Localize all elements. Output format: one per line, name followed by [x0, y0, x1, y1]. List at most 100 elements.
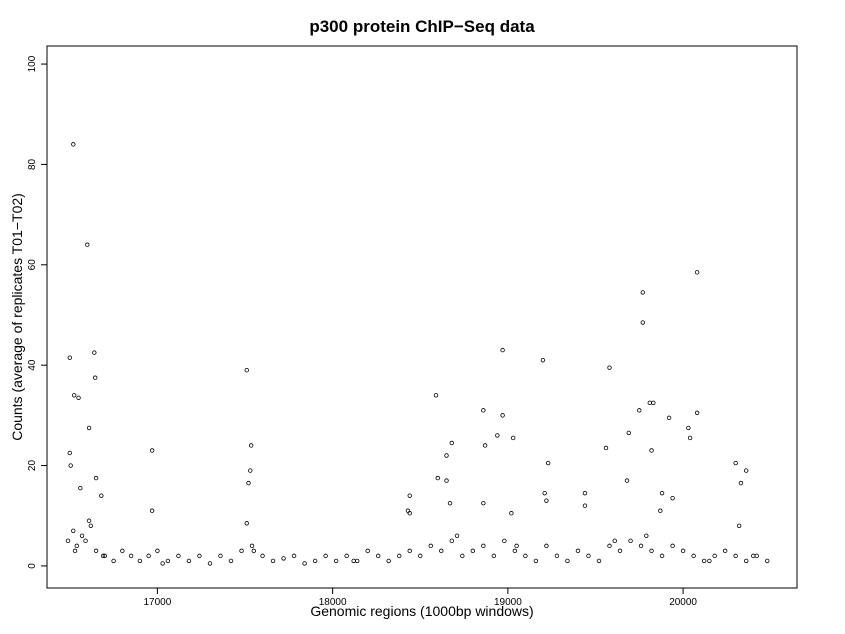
point [249, 543, 255, 549]
point [228, 558, 234, 564]
point [470, 548, 476, 554]
point [79, 533, 85, 539]
point [514, 543, 519, 549]
point [545, 460, 551, 466]
point [582, 490, 588, 496]
point [565, 558, 570, 564]
point [88, 523, 94, 528]
point [637, 408, 642, 413]
point [312, 558, 318, 564]
point [582, 503, 588, 508]
point [149, 448, 155, 453]
point [454, 533, 460, 539]
point [449, 440, 454, 446]
x-axis-label: Genomic regions (1000bp windows) [310, 603, 533, 619]
point [435, 475, 440, 481]
point [433, 393, 439, 398]
point [111, 558, 116, 564]
point [239, 548, 244, 554]
point [344, 553, 349, 559]
point [244, 367, 249, 373]
point [659, 490, 665, 496]
point [586, 553, 591, 559]
point [218, 553, 223, 559]
point [93, 475, 99, 481]
point [612, 538, 617, 544]
point [71, 528, 76, 533]
point [554, 553, 560, 559]
point [85, 242, 90, 247]
point [500, 347, 505, 353]
point [68, 463, 73, 468]
y-axis-label: Counts (average of replicates T01−T02) [9, 193, 25, 441]
point [186, 558, 192, 564]
point [500, 413, 505, 418]
point [481, 500, 486, 506]
point [533, 558, 539, 564]
point [246, 480, 251, 486]
point [523, 553, 528, 559]
point [65, 538, 71, 544]
point [691, 553, 696, 559]
point [626, 430, 631, 436]
point [72, 548, 78, 554]
point [694, 410, 700, 416]
y-tick-label: 20 [27, 460, 38, 472]
point [707, 558, 712, 564]
point [397, 553, 402, 559]
point [100, 553, 106, 559]
point [248, 468, 253, 473]
point [207, 561, 213, 566]
point [649, 548, 654, 554]
point [647, 400, 653, 406]
point [260, 553, 265, 559]
point [544, 498, 549, 503]
point [99, 493, 104, 498]
point [687, 435, 693, 441]
point [160, 561, 165, 566]
point [449, 538, 454, 544]
point [617, 548, 623, 554]
point [444, 478, 449, 483]
point [120, 548, 125, 554]
point [128, 553, 134, 559]
point [251, 548, 256, 554]
point [92, 350, 97, 355]
point [351, 558, 356, 564]
point [754, 553, 759, 559]
y-tick-label: 100 [27, 55, 38, 72]
point [165, 558, 171, 564]
point [512, 548, 518, 554]
point [302, 561, 307, 566]
point [649, 448, 654, 453]
point [333, 558, 339, 564]
point [658, 508, 663, 513]
point [743, 468, 749, 473]
point [149, 508, 155, 513]
point [197, 553, 202, 559]
point [659, 553, 665, 559]
point [386, 558, 391, 564]
chart-title: p300 protein ChIP−Seq data [309, 17, 535, 36]
point [670, 495, 675, 501]
point [575, 548, 581, 554]
point [428, 543, 433, 549]
point [596, 558, 602, 564]
y-tick-label: 60 [27, 259, 38, 271]
point [694, 270, 700, 275]
point [638, 543, 644, 549]
point [146, 553, 151, 559]
x-tick-label: 17000 [143, 597, 171, 608]
point [365, 548, 370, 554]
point [86, 518, 92, 523]
point [542, 490, 547, 496]
point [407, 493, 412, 498]
point [738, 480, 744, 486]
point [607, 543, 612, 549]
point [67, 355, 72, 360]
point [670, 543, 675, 549]
point [281, 556, 286, 561]
point [323, 553, 328, 559]
point [270, 558, 276, 564]
point [92, 375, 98, 380]
